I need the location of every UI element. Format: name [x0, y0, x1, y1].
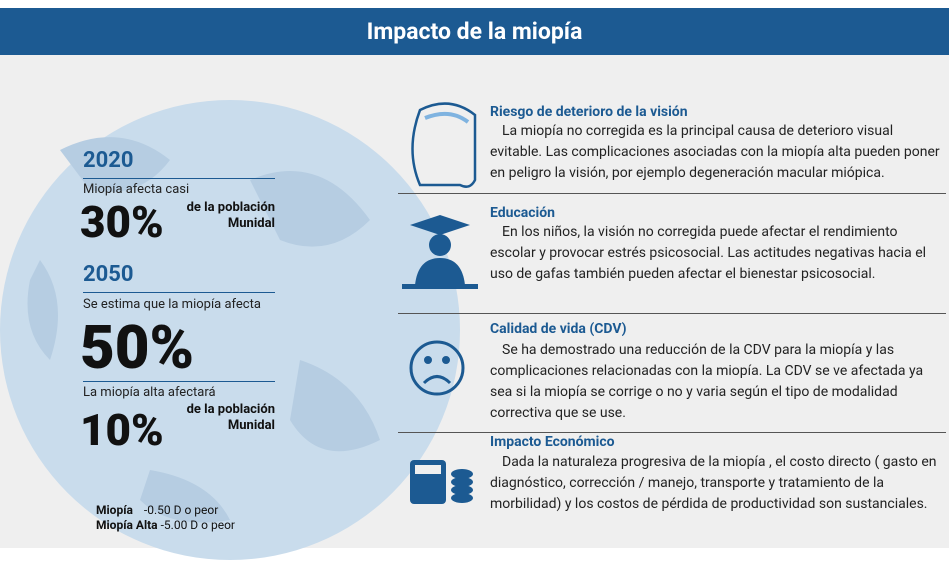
percentage: 30% [80, 196, 164, 248]
section-title: Impacto Económico [490, 434, 615, 450]
graduate-icon [402, 215, 478, 289]
definition: Miopía -0.50 D o peor [96, 503, 218, 517]
rest: o peor [201, 518, 235, 532]
section-text: Dada la naturaleza progresiva de la miop… [490, 454, 937, 512]
money-icon [410, 460, 473, 504]
percentage: 10% [80, 404, 164, 456]
section-text: En los niños, la visión no corregida pue… [490, 224, 927, 282]
note-line: Munidal [227, 216, 275, 231]
note: de la población Munidal [187, 200, 275, 232]
year: 2050 [83, 262, 134, 287]
definition: Miopía Alta -5.00 D o peor [96, 518, 235, 532]
divider [398, 193, 946, 194]
rule [83, 292, 275, 293]
section-title: Calidad de vida (CDV) [490, 321, 627, 337]
value: -5.00 D [160, 518, 199, 532]
term: Miopía [96, 503, 133, 517]
caption: La miopía alta afectará [83, 385, 216, 400]
section-title: Riesgo de deterioro de la visión [490, 104, 688, 120]
note-line: de la población [186, 200, 275, 215]
divider [398, 313, 946, 314]
note: de la población Munidal [187, 402, 275, 434]
sad-icon [409, 340, 465, 396]
title: Impacto de la miopía [366, 18, 583, 45]
caption: Se estima que la miopía afecta [83, 297, 261, 312]
rule [83, 381, 275, 382]
rule [83, 178, 275, 179]
eye-icon [411, 102, 477, 188]
term: Miopía Alta [96, 518, 158, 532]
percentage: 50% [80, 312, 195, 383]
header-bar [0, 8, 949, 55]
rest: o peor [184, 503, 219, 517]
value: -0.50 D [143, 503, 182, 517]
note-line: Munidal [227, 418, 275, 433]
section-text: Se ha demostrado una reducción de la CDV… [490, 342, 924, 421]
note-line: de la población [186, 402, 275, 417]
section-title: Educación [490, 205, 556, 221]
caption: Miopía afecta casi [83, 182, 190, 197]
globe [0, 100, 460, 560]
globe-land [27, 137, 380, 523]
divider [398, 432, 946, 433]
year: 2020 [83, 148, 134, 173]
section-text: La miopía no corregida es la principal c… [490, 123, 940, 181]
